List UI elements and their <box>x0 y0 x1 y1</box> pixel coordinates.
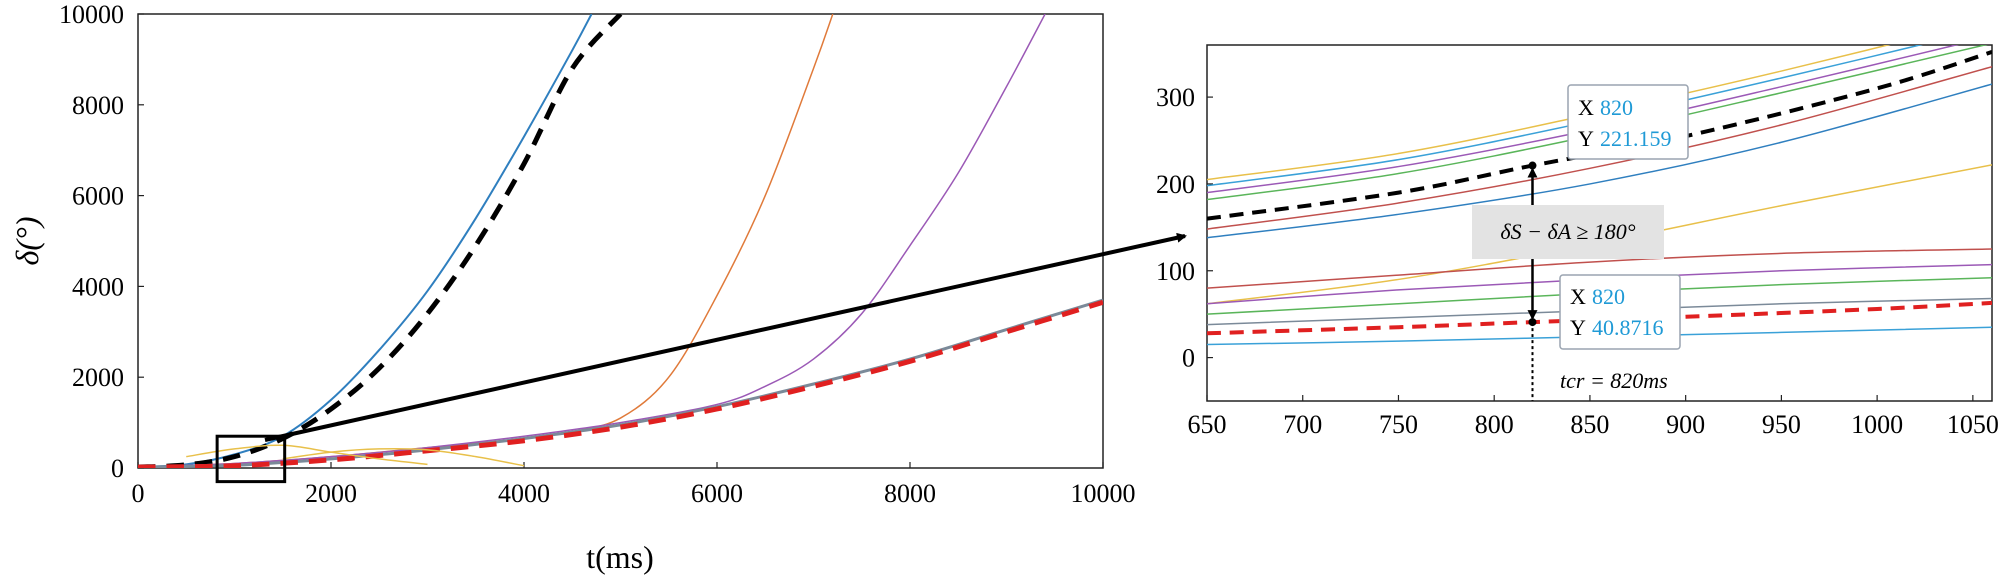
zoom-series-8 <box>1207 248 1992 289</box>
zoom-y-tick-label-3: 300 <box>1156 83 1195 112</box>
zoom-y-tick-label-2: 200 <box>1156 170 1195 199</box>
zoom-y-tick-label-1: 100 <box>1156 257 1195 286</box>
zoom-axis-ticks: 650 700 750 800 850 900 950 1000 1050 0 100 200 300 <box>1156 83 1999 439</box>
overview-y-tick-label-0: 0 <box>111 454 124 483</box>
zoom-x-tick-label-5: 900 <box>1666 410 1705 439</box>
svg-text:40.8716: 40.8716 <box>1592 315 1664 340</box>
overview-x-tick-label-5: 10000 <box>1071 479 1136 508</box>
datatip-point-lower <box>1528 318 1537 327</box>
tcr-label: tcr = 820ms <box>1560 368 1668 393</box>
overview-series-group <box>138 14 1103 468</box>
zoom-x-tick-label-8: 1050 <box>1947 410 1999 439</box>
zoom-y-tick-label-0: 0 <box>1182 344 1195 373</box>
zoom-arrow <box>264 232 1187 442</box>
datatip-lower: X 820 Y 40.8716 <box>1559 274 1681 350</box>
zoom-plot: 650 700 750 800 850 900 950 1000 10500100200300 … <box>1156 44 1999 439</box>
overview-x-tick-label-4: 8000 <box>884 479 936 508</box>
overview-y-tick-label-1: 2000 <box>72 363 124 392</box>
overview-series-1 <box>138 14 623 468</box>
svg-text:Y: Y <box>1578 126 1594 151</box>
svg-text:δS − δA ≥ 180°: δS − δA ≥ 180° <box>1500 219 1635 244</box>
overview-series-5 <box>138 299 1103 468</box>
zoom-x-tick-label-6: 950 <box>1762 410 1801 439</box>
overview-x-tick-label-2: 4000 <box>498 479 550 508</box>
zoom-series-6 <box>1207 83 1992 239</box>
svg-text:X: X <box>1578 95 1594 120</box>
overview-y-tick-label-5: 10000 <box>59 0 124 29</box>
zoom-x-tick-label-3: 800 <box>1475 410 1514 439</box>
overview-x-tick-label-0: 0 <box>132 479 145 508</box>
zoom-series-5 <box>1207 65 1992 230</box>
svg-text:Y: Y <box>1570 315 1586 340</box>
overview-x-axis-label: t(ms) <box>586 539 654 575</box>
zoom-x-tick-label-1: 700 <box>1283 410 1322 439</box>
delta-annotation: δS − δA ≥ 180° <box>1472 205 1664 259</box>
overview-series-7 <box>282 447 525 467</box>
overview-series-3 <box>138 14 1046 468</box>
zoom-box <box>215 434 287 484</box>
overview-y-tick-label-3: 6000 <box>72 182 124 211</box>
zoom-x-tick-label-0: 650 <box>1188 410 1227 439</box>
overview-y-tick-label-2: 4000 <box>72 272 124 301</box>
overview-plot-area <box>137 13 1104 469</box>
zoom-x-tick-label-4: 850 <box>1570 410 1609 439</box>
overview-x-tick-label-3: 6000 <box>691 479 743 508</box>
overview-y-axis-label: δ(°) <box>9 217 45 266</box>
datatip-point-upper <box>1528 161 1537 170</box>
svg-text:221.159: 221.159 <box>1600 126 1672 151</box>
overview-y-tick-label-4: 8000 <box>72 91 124 120</box>
zoom-x-tick-label-2: 750 <box>1379 410 1418 439</box>
overview-axis-ticks: 0 2000 4000 6000 8000 10000 0 2000 4000 6000 8000 1… <box>59 0 1136 508</box>
overview-x-tick-label-1: 2000 <box>305 479 357 508</box>
svg-text:820: 820 <box>1600 95 1633 120</box>
overview-plot: 0 2000 4000 6000 8000 10000 0 2000 4000 6000 8000 1… <box>9 0 1136 575</box>
svg-text:X: X <box>1570 284 1586 309</box>
svg-text:820: 820 <box>1592 284 1625 309</box>
overview-series-6 <box>186 444 428 466</box>
zoom-x-tick-label-7: 1000 <box>1851 410 1903 439</box>
datatip-upper: X 820 Y 221.159 <box>1567 84 1689 160</box>
